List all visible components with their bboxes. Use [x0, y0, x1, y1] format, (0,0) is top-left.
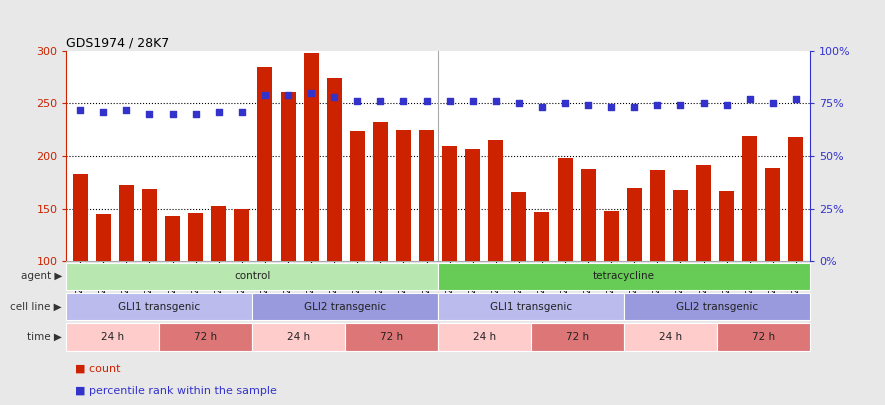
Text: GLI1 transgenic: GLI1 transgenic	[119, 302, 200, 312]
Bar	[720, 191, 735, 367]
Point	[327, 94, 342, 100]
Point	[373, 98, 388, 104]
Bar	[252, 293, 438, 320]
Bar	[789, 137, 804, 367]
Point	[281, 92, 295, 98]
Text: 72 h: 72 h	[566, 332, 589, 342]
Text: cell line ▶: cell line ▶	[11, 302, 62, 312]
Point	[258, 92, 272, 98]
Text: GLI1 transgenic: GLI1 transgenic	[490, 302, 572, 312]
Text: 72 h: 72 h	[380, 332, 404, 342]
Bar	[119, 185, 134, 367]
Point	[142, 111, 157, 117]
Text: GLI2 transgenic: GLI2 transgenic	[304, 302, 386, 312]
Point	[627, 104, 642, 111]
Point	[789, 96, 803, 102]
Bar	[66, 324, 159, 351]
Point	[535, 104, 549, 111]
Bar	[396, 130, 411, 367]
Bar	[717, 324, 810, 351]
Bar	[142, 189, 157, 367]
Point	[442, 98, 457, 104]
Bar	[438, 293, 624, 320]
Point	[696, 100, 711, 107]
Point	[165, 111, 180, 117]
Bar	[604, 211, 619, 367]
Bar	[512, 192, 527, 367]
Text: ■ percentile rank within the sample: ■ percentile rank within the sample	[75, 386, 277, 396]
Bar	[66, 293, 252, 320]
Point	[489, 98, 503, 104]
Text: 24 h: 24 h	[287, 332, 311, 342]
Point	[419, 98, 434, 104]
Bar	[212, 207, 227, 367]
Text: ■ count: ■ count	[75, 364, 120, 373]
Point	[673, 102, 688, 109]
Point	[96, 109, 111, 115]
Bar	[673, 190, 688, 367]
Bar	[419, 130, 434, 367]
Bar	[650, 170, 665, 367]
Bar	[159, 324, 252, 351]
Bar	[624, 324, 717, 351]
Text: GDS1974 / 28K7: GDS1974 / 28K7	[66, 36, 170, 49]
Point	[650, 102, 665, 109]
Bar	[624, 293, 810, 320]
Point	[766, 100, 780, 107]
Bar	[627, 188, 642, 367]
Bar	[766, 168, 781, 367]
Bar	[252, 324, 345, 351]
Bar	[489, 140, 504, 367]
Point	[720, 102, 734, 109]
Point	[581, 102, 596, 109]
Text: GLI2 transgenic: GLI2 transgenic	[676, 302, 758, 312]
Bar	[696, 165, 711, 367]
Bar	[73, 174, 88, 367]
Bar	[743, 136, 758, 367]
Text: 24 h: 24 h	[101, 332, 125, 342]
Point	[235, 109, 249, 115]
Point	[304, 90, 319, 96]
Point	[466, 98, 480, 104]
Bar	[558, 158, 573, 367]
Text: agent ▶: agent ▶	[20, 271, 62, 281]
Point	[189, 111, 203, 117]
Bar	[327, 78, 342, 367]
Bar	[235, 209, 250, 367]
Point	[512, 100, 526, 107]
Text: tetracycline: tetracycline	[593, 271, 655, 281]
Point	[558, 100, 572, 107]
Point	[604, 104, 619, 111]
Bar	[258, 68, 273, 367]
Text: time ▶: time ▶	[27, 332, 62, 342]
Bar	[304, 53, 319, 367]
Bar	[438, 324, 531, 351]
Bar	[345, 324, 438, 351]
Point	[350, 98, 365, 104]
Bar	[581, 168, 596, 367]
Point	[119, 107, 134, 113]
Bar	[96, 214, 111, 367]
Bar	[189, 213, 204, 367]
Point	[212, 109, 226, 115]
Text: 72 h: 72 h	[751, 332, 775, 342]
Bar	[350, 131, 365, 367]
Point	[396, 98, 411, 104]
Point	[73, 107, 88, 113]
Bar	[438, 263, 810, 290]
Bar	[66, 263, 438, 290]
Bar	[531, 324, 624, 351]
Bar	[373, 122, 388, 367]
Bar	[466, 149, 481, 367]
Text: 24 h: 24 h	[473, 332, 496, 342]
Point	[743, 96, 757, 102]
Text: control: control	[234, 271, 271, 281]
Bar	[535, 212, 550, 367]
Text: 72 h: 72 h	[194, 332, 218, 342]
Bar	[442, 147, 458, 367]
Bar	[281, 92, 296, 367]
Text: 24 h: 24 h	[658, 332, 682, 342]
Bar	[165, 216, 180, 367]
